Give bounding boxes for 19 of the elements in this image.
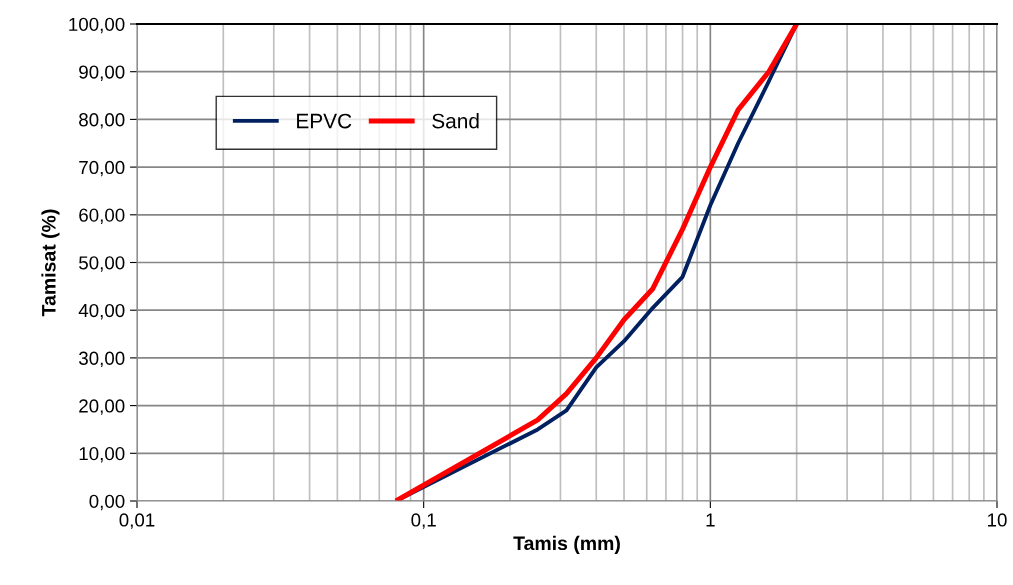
x-tick-label: 0,01 [119,513,155,529]
y-tick-label: 40,00 [78,303,125,320]
y-tick-label: 60,00 [79,208,125,224]
legend-label: EPVC [297,113,352,129]
x-tick-label: 1 [706,513,715,527]
y-tick-label: 20,00 [79,399,125,415]
x-axis-title: Tamis (mm) [513,535,620,554]
x-tick-label: 10 [988,513,1007,527]
y-tick-label: 90,00 [79,65,125,81]
y-tick-label: 10,00 [79,447,125,463]
y-tick-label: 30,00 [78,351,125,368]
y-axis-title: Tamisat (%) [41,209,60,317]
y-tick-label: 100,00 [69,17,125,34]
y-tick-label: 0,00 [89,494,125,511]
y-tick-label: 80,00 [79,113,125,129]
y-tick-label: 50,00 [79,256,125,272]
legend-label: Sand [432,113,479,129]
x-tick-label: 0,1 [411,513,436,529]
y-tick-label: 70,00 [79,160,125,177]
